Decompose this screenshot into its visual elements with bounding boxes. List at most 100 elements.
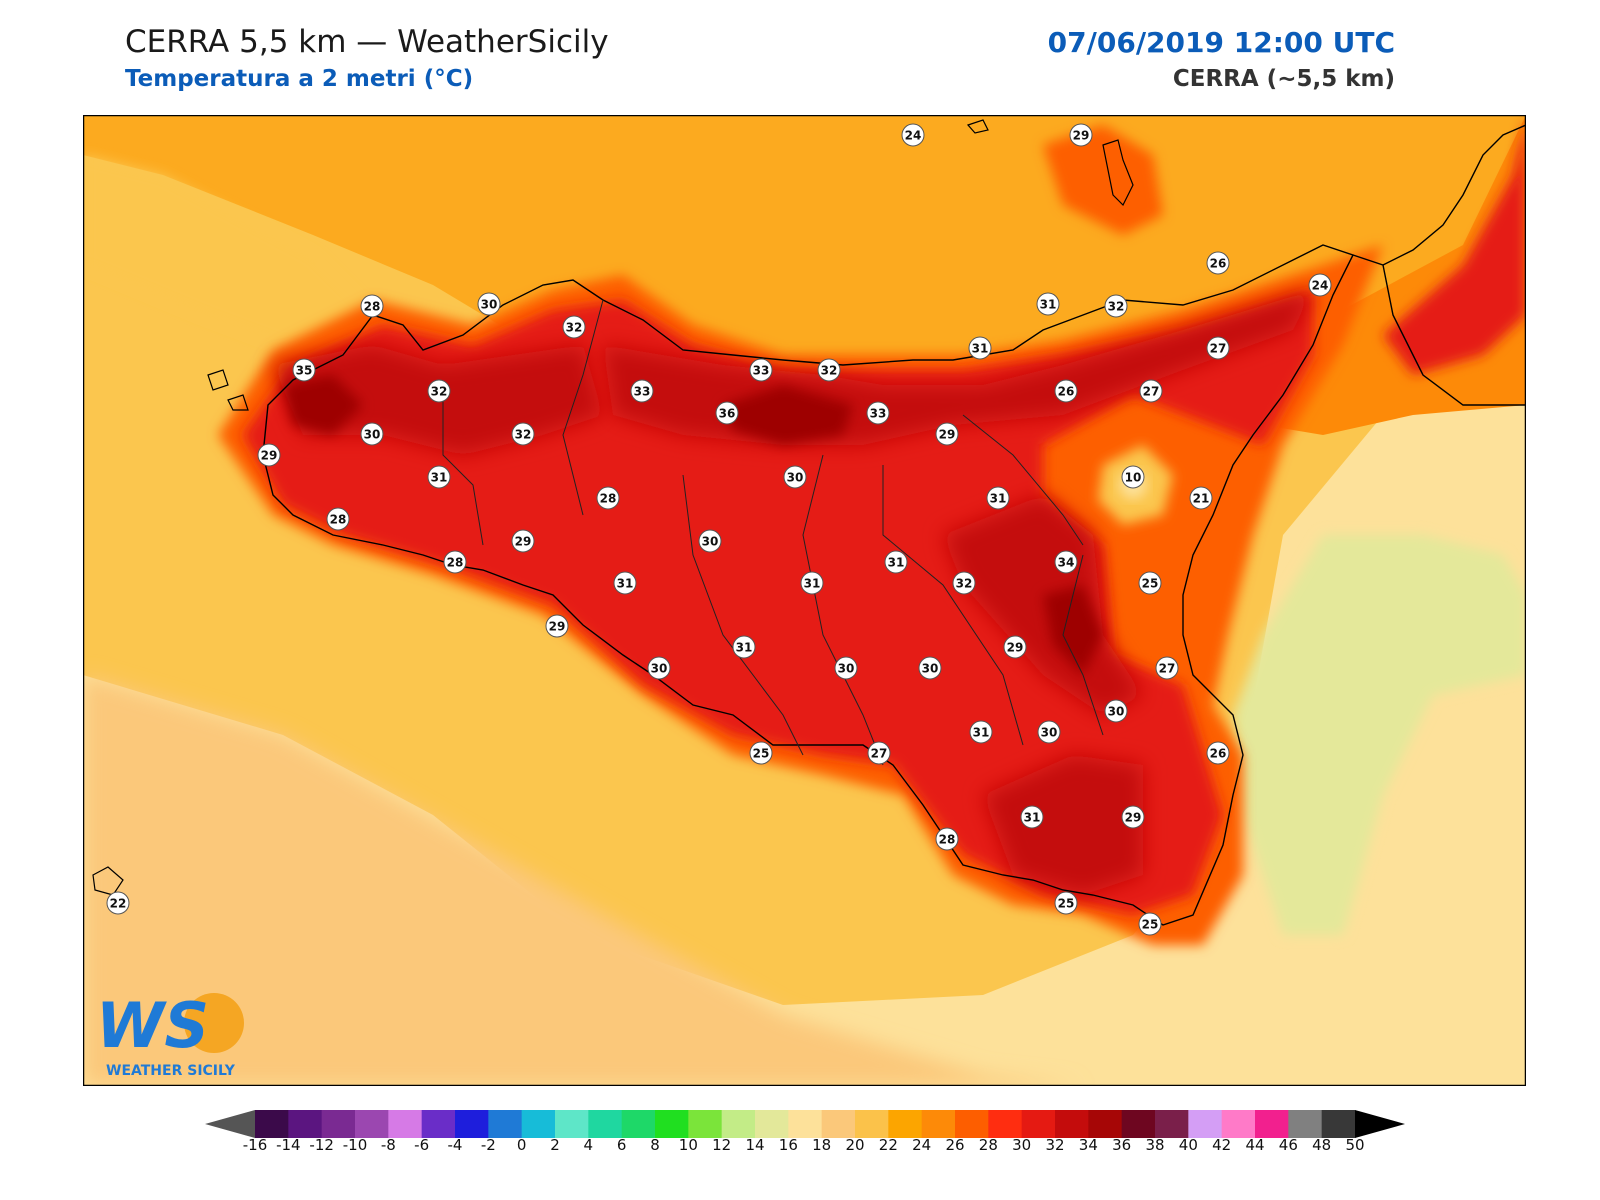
station-marker <box>1054 379 1078 403</box>
colorbar-swatch <box>921 1110 956 1138</box>
station-value: 30 <box>838 662 855 676</box>
ustica-island <box>966 119 989 134</box>
colorbar-tick-label: 42 <box>1212 1136 1232 1154</box>
colorbar-swatch <box>1055 1110 1089 1138</box>
station-label-s55: 29 <box>1121 805 1145 829</box>
station-marker <box>1155 656 1179 680</box>
colorbar-swatch <box>1221 1110 1256 1138</box>
station-marker <box>1308 273 1332 297</box>
station-value: 31 <box>736 641 753 655</box>
colorbar-tick-label: 38 <box>1145 1136 1165 1154</box>
colorbar-swatch <box>421 1110 456 1138</box>
sea-northwest-tongue <box>83 155 383 345</box>
station-value: 31 <box>888 556 905 570</box>
station-marker <box>427 465 451 489</box>
station-marker <box>257 443 281 467</box>
station-label-s2: 29 <box>1069 123 1093 147</box>
colorbar-swatch <box>1121 1110 1156 1138</box>
station-value: 31 <box>804 577 821 591</box>
station-label-s26: 30 <box>783 465 807 489</box>
station-labels: 24 29 26 24 28 30 32 31 32 35 32 33 33 32 31 27 36 33 26 27… <box>106 123 1332 936</box>
station-marker <box>918 656 942 680</box>
station-marker <box>1104 699 1128 723</box>
station-value: 32 <box>821 364 838 378</box>
station-marker <box>562 315 586 339</box>
station-label-s36: 31 <box>800 571 824 595</box>
station-marker <box>1054 550 1078 574</box>
colorbar-swatch <box>1321 1110 1356 1138</box>
station-value: 30 <box>1041 726 1058 740</box>
station-marker <box>986 486 1010 510</box>
colorbar-tick-label: 48 <box>1312 1136 1332 1154</box>
colorbar-tick-label: 44 <box>1245 1136 1265 1154</box>
station-label-s29: 31 <box>986 486 1010 510</box>
station-marker <box>715 401 739 425</box>
station-marker <box>647 656 671 680</box>
station-label-s28: 28 <box>596 486 620 510</box>
station-value: 32 <box>1108 300 1125 314</box>
colorbar-swatch <box>1155 1110 1189 1138</box>
station-label-s45: 30 <box>834 656 858 680</box>
colorbar-swatch <box>1088 1110 1123 1138</box>
station-value: 24 <box>1312 279 1329 293</box>
station-value: 29 <box>549 620 566 634</box>
logo-letters: WS <box>96 989 209 1062</box>
colorbar-tick-label: -16 <box>242 1136 268 1154</box>
station-marker <box>867 741 891 765</box>
station-marker <box>106 891 130 915</box>
station-value: 27 <box>1143 385 1160 399</box>
station-marker <box>596 486 620 510</box>
colorbar-tick-label: 28 <box>978 1136 998 1154</box>
station-marker <box>749 358 773 382</box>
logo-text: WEATHER SICILY <box>106 1063 236 1079</box>
colorbar-swatch <box>988 1110 1023 1138</box>
colorbar-tick-label: -4 <box>447 1136 463 1154</box>
station-value: 27 <box>1210 342 1227 356</box>
colorbar-tick-label: 2 <box>550 1136 560 1154</box>
station-label-s24: 29 <box>257 443 281 467</box>
station-label-s1: 24 <box>901 123 925 147</box>
colorbar-swatch <box>288 1110 323 1138</box>
colorbar-swatch <box>655 1110 689 1138</box>
station-marker <box>427 379 451 403</box>
station-value: 28 <box>600 492 617 506</box>
colorbar-swatch <box>555 1110 589 1138</box>
colorbar-tick-label: 50 <box>1345 1136 1365 1154</box>
station-value: 28 <box>330 513 347 527</box>
station-marker <box>1069 123 1093 147</box>
station-value: 30 <box>481 298 498 312</box>
station-label-s32: 29 <box>511 529 535 553</box>
colorbar-swatch <box>688 1110 723 1138</box>
colorbar-tick-label: -6 <box>414 1136 430 1154</box>
colorbar-min-extend <box>205 1110 255 1138</box>
station-marker <box>545 614 569 638</box>
colorbar-tick-label: 46 <box>1278 1136 1298 1154</box>
colorbar-swatch <box>488 1110 523 1138</box>
station-label-s20: 27 <box>1139 379 1163 403</box>
colorbar-max-extend <box>1355 1110 1405 1138</box>
colorbar-ticks: -16 -14 -12 -10 -8 -6 -4 -2 0 2 4 6 8 10 12 14 16 18 20 22 2… <box>0 1136 1600 1160</box>
pantelleria-island <box>92 866 124 896</box>
station-label-s9: 32 <box>1104 294 1128 318</box>
station-value: 29 <box>939 428 956 442</box>
station-label-s37: 31 <box>884 550 908 574</box>
station-label-s43: 31 <box>732 635 756 659</box>
station-marker <box>783 465 807 489</box>
station-label-s25: 31 <box>427 465 451 489</box>
station-value: 28 <box>447 556 464 570</box>
station-value: 36 <box>719 407 736 421</box>
station-marker <box>866 401 890 425</box>
station-value: 28 <box>939 833 956 847</box>
station-marker <box>1054 891 1078 915</box>
etna-west-core <box>943 495 1143 715</box>
station-label-s47: 27 <box>1155 656 1179 680</box>
station-label-s56: 28 <box>935 827 959 851</box>
colorbar-swatch <box>355 1110 389 1138</box>
station-value: 32 <box>566 321 583 335</box>
colorbar-tick-label: -10 <box>342 1136 368 1154</box>
calabria-red <box>1383 115 1526 375</box>
station-label-s17: 36 <box>715 401 739 425</box>
colorbar-tick-label: 30 <box>1012 1136 1032 1154</box>
station-marker <box>800 571 824 595</box>
station-marker <box>511 529 535 553</box>
